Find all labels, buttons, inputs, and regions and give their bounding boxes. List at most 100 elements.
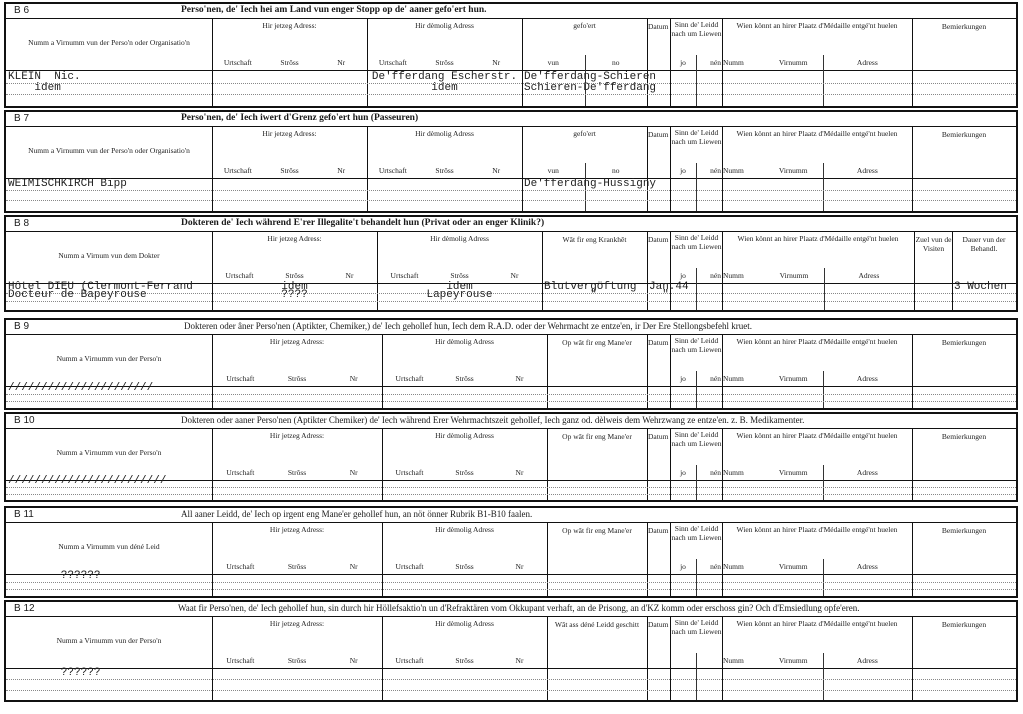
sub-header-no: no bbox=[612, 58, 620, 67]
sub-header-jo: jo bbox=[680, 374, 686, 383]
sub-header-jo: jo bbox=[680, 166, 686, 175]
column-divider bbox=[912, 522, 913, 596]
data-row[interactable] bbox=[6, 200, 1016, 211]
sub-header-adress: Adress bbox=[856, 374, 878, 383]
column-header-recv: Wien könnt an hirer Plaatz d'Médaille en… bbox=[736, 431, 898, 440]
entry-name: WEIMISCHKIRCH Bipp bbox=[8, 177, 127, 190]
data-line-divider bbox=[6, 401, 1016, 402]
sub-column-divider bbox=[696, 465, 697, 500]
sub-column-divider bbox=[696, 653, 697, 700]
sub-header-urtschaft: Urtschaft bbox=[226, 562, 255, 571]
sub-header-adress: Adress bbox=[856, 166, 878, 175]
sub-column-divider bbox=[696, 163, 697, 211]
column-header-name: Numm a Virnumm vun der Perso'n bbox=[56, 636, 162, 645]
entry-duration: 3 Wochen bbox=[954, 280, 1007, 293]
column-header-date: Datum bbox=[648, 338, 669, 347]
data-row[interactable] bbox=[6, 394, 1016, 401]
data-row[interactable] bbox=[6, 179, 1016, 190]
section-title-bar: B 10 Dokteren oder aaner Perso'nen (Aptik… bbox=[6, 414, 1016, 429]
data-row[interactable] bbox=[6, 690, 1016, 700]
entry-cur: ???? bbox=[281, 289, 308, 302]
column-header-recv: Wien könnt an hirer Plaatz d'Médaille en… bbox=[736, 619, 898, 628]
column-divider bbox=[212, 126, 213, 211]
sub-header-strss: Strôss bbox=[455, 468, 474, 477]
sub-column-divider bbox=[584, 55, 586, 106]
sub-header-nr: Nr bbox=[515, 656, 524, 665]
data-line-divider bbox=[6, 94, 1016, 96]
column-divider bbox=[952, 231, 953, 310]
sub-header-nr: Nr bbox=[515, 468, 524, 477]
column-divider bbox=[722, 18, 723, 106]
column-header-alive: Sinn de' Leidd nach um Liewen bbox=[671, 430, 722, 448]
sub-header-strss: Strôss bbox=[435, 166, 454, 175]
data-row[interactable] bbox=[6, 582, 1016, 589]
column-header-remarks: Bemierkungen bbox=[941, 338, 987, 347]
column-divider bbox=[547, 334, 548, 408]
entry-illness: Blutvergöftung bbox=[544, 280, 637, 293]
sub-column-divider bbox=[822, 371, 824, 408]
column-divider bbox=[647, 522, 648, 596]
section-title-bar: B 12 Waat fir Perso'nen, de' Iech geholle… bbox=[6, 602, 1016, 617]
section-id: B 9 bbox=[14, 321, 30, 332]
column-header-name: Numm a Virnumm vun der Perso'n bbox=[56, 448, 162, 457]
sub-header-virnumm: Virnumm bbox=[778, 374, 808, 383]
sub-header-numm: Numm bbox=[723, 271, 744, 280]
section-b9: B 9 Dokteren oder âner Perso'nen (Aptikte… bbox=[4, 318, 1018, 410]
column-header-moved: gefo'ert bbox=[573, 21, 596, 30]
data-row[interactable] bbox=[6, 401, 1016, 408]
sub-header-adress: Adress bbox=[856, 58, 878, 67]
sub-header-jo: jo bbox=[680, 271, 686, 280]
data-row[interactable] bbox=[6, 589, 1016, 596]
sub-header-nn: nén bbox=[710, 562, 721, 571]
sub-header-jo: jo bbox=[680, 58, 686, 67]
header-divider bbox=[6, 178, 1016, 179]
sub-header-numm: Numm bbox=[723, 562, 744, 571]
sub-header-nn: nén bbox=[710, 58, 721, 67]
sub-header-strss: Strôss bbox=[455, 374, 474, 383]
sub-header-strss: Strôss bbox=[287, 656, 307, 665]
header-divider bbox=[6, 283, 1016, 284]
sub-header-strss: Strôss bbox=[287, 562, 307, 571]
entry-name: ////////////////////// bbox=[8, 382, 154, 394]
data-row[interactable] bbox=[6, 94, 1016, 106]
data-row[interactable] bbox=[6, 575, 1016, 582]
entry-date: Jan.44 bbox=[649, 280, 689, 293]
data-line-divider bbox=[6, 493, 1016, 495]
sub-header-urtschaft: Urtschaft bbox=[223, 166, 252, 175]
sub-column-divider bbox=[822, 465, 824, 500]
data-row[interactable] bbox=[6, 387, 1016, 394]
data-line-divider bbox=[6, 487, 1016, 489]
column-header-duration: Dauer vun der Behandl. bbox=[962, 235, 1006, 253]
sub-header-virnumm: Virnumm bbox=[778, 166, 808, 175]
data-row[interactable] bbox=[6, 301, 1016, 310]
sub-header-urtschaft: Urtschaft bbox=[378, 58, 407, 67]
section-id: B 6 bbox=[14, 5, 30, 16]
column-divider bbox=[670, 18, 671, 106]
data-row[interactable] bbox=[6, 669, 1016, 679]
section-b10: B 10 Dokteren oder aaner Perso'nen (Aptik… bbox=[4, 412, 1018, 502]
section-b8: B 8 Dokteren de' Iech während E'rer Illeg… bbox=[4, 215, 1018, 312]
column-header-former: Hir dèmolig Adress bbox=[435, 431, 494, 440]
section-b6: B 6 Perso'nen, de' Iech hei am Land vun e… bbox=[4, 2, 1018, 108]
sub-header-nr: Nr bbox=[345, 271, 354, 280]
column-header-recv: Wien könnt an hirer Plaatz d'Médaille en… bbox=[736, 525, 898, 534]
sub-column-divider bbox=[696, 55, 697, 106]
column-divider bbox=[912, 126, 913, 211]
column-divider bbox=[377, 231, 378, 310]
sub-header-numm: Numm bbox=[723, 58, 744, 67]
column-divider bbox=[670, 334, 671, 408]
data-line-divider bbox=[6, 679, 1016, 681]
sub-header-numm: Numm bbox=[723, 166, 744, 175]
column-header-alive: Sinn de' Leidd nach um Liewen bbox=[671, 233, 722, 251]
column-header-alive: Sinn de' Leidd nach um Liewen bbox=[671, 336, 722, 354]
column-divider bbox=[212, 522, 213, 596]
sub-header-nn: nén bbox=[710, 166, 721, 175]
column-divider bbox=[722, 522, 723, 596]
column-divider bbox=[647, 126, 648, 211]
data-row[interactable] bbox=[6, 494, 1016, 500]
column-divider bbox=[722, 616, 723, 700]
data-row[interactable] bbox=[6, 190, 1016, 201]
data-row[interactable] bbox=[6, 679, 1016, 689]
column-header-recv: Wien könnt an hirer Plaatz d'Médaille en… bbox=[737, 234, 899, 243]
sub-header-urtschaft: Urtschaft bbox=[225, 271, 254, 280]
